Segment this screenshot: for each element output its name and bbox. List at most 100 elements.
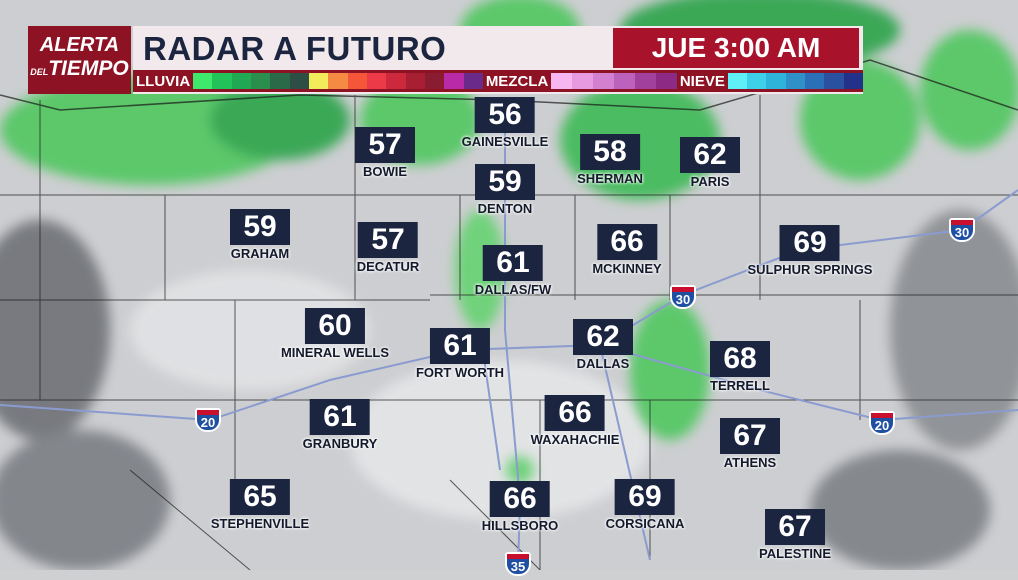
interstate-shield-icon: 20 bbox=[195, 408, 221, 432]
city-name: HILLSBORO bbox=[481, 518, 559, 533]
temperature-value: 61 bbox=[430, 328, 490, 364]
legend-swatch bbox=[289, 73, 310, 89]
temperature-value: 59 bbox=[230, 209, 290, 245]
title-bar: RADAR A FUTURO JUE 3:00 AM LLUVIA MEZCLA… bbox=[133, 26, 864, 94]
city-name: SHERMAN bbox=[577, 171, 643, 186]
legend-swatch bbox=[747, 73, 767, 89]
legend-swatch bbox=[805, 73, 825, 89]
city-marker: 59 GRAHAM bbox=[230, 209, 290, 261]
city-marker: 60 MINERAL WELLS bbox=[281, 308, 389, 360]
temperature-value: 69 bbox=[780, 225, 840, 261]
page-title: RADAR A FUTURO bbox=[143, 30, 447, 67]
city-name: PALESTINE bbox=[759, 546, 831, 561]
city-marker: 65 STEPHENVILLE bbox=[211, 479, 309, 531]
city-name: TERRELL bbox=[710, 378, 770, 393]
city-name: FORT WORTH bbox=[415, 365, 505, 380]
alerta-del-tiempo-logo: ALERTA DELTIEMPO bbox=[28, 26, 131, 94]
city-marker: 66 MCKINNEY bbox=[592, 224, 662, 276]
city-marker: 68 TERRELL bbox=[710, 341, 770, 393]
legend-swatch bbox=[635, 73, 656, 89]
temperature-value: 61 bbox=[482, 245, 543, 281]
temperature-value: 62 bbox=[573, 319, 633, 355]
city-marker: 61 GRANBURY bbox=[302, 399, 378, 451]
legend-rain-label: LLUVIA bbox=[136, 72, 191, 90]
city-name: DALLAS bbox=[576, 356, 630, 371]
city-marker: 66 WAXAHACHIE bbox=[530, 395, 620, 447]
interstate-shield-icon: 30 bbox=[670, 285, 696, 309]
city-name: DALLAS/FW bbox=[474, 282, 552, 297]
city-name: MINERAL WELLS bbox=[280, 345, 390, 360]
legend-swatch bbox=[766, 73, 786, 89]
city-name: ATHENS bbox=[723, 455, 777, 470]
temperature-value: 61 bbox=[309, 399, 370, 435]
city-marker: 56 GAINESVILLE bbox=[461, 97, 549, 149]
city-name: GRANBURY bbox=[302, 436, 378, 451]
city-name: BOWIE bbox=[362, 164, 408, 179]
legend-swatch bbox=[424, 73, 445, 89]
temperature-value: 66 bbox=[490, 481, 550, 517]
temperature-value: 69 bbox=[614, 479, 675, 515]
legend-swatch bbox=[444, 73, 464, 89]
city-name: STEPHENVILLE bbox=[210, 516, 310, 531]
legend-swatch bbox=[572, 73, 594, 89]
legend-swatch bbox=[231, 73, 252, 89]
logo-line2-small: DEL bbox=[30, 67, 49, 77]
legend-swatch bbox=[655, 73, 677, 89]
legend-swatch bbox=[347, 73, 367, 89]
city-name: MCKINNEY bbox=[592, 261, 662, 276]
legend-swatch bbox=[727, 73, 748, 89]
city-name: PARIS bbox=[690, 174, 730, 189]
interstate-shield-icon: 30 bbox=[949, 218, 975, 242]
snow-swatches bbox=[727, 73, 864, 89]
logo-line1: ALERTA bbox=[39, 34, 120, 56]
city-name: DECATUR bbox=[356, 259, 420, 274]
legend-swatch bbox=[309, 73, 329, 89]
header-banner: ALERTA DELTIEMPO RADAR A FUTURO JUE 3:00… bbox=[28, 26, 864, 94]
city-name: GRAHAM bbox=[230, 246, 290, 261]
mix-swatches bbox=[551, 73, 677, 89]
interstate-shield-icon: 20 bbox=[869, 411, 895, 435]
city-marker: 67 PALESTINE bbox=[759, 509, 831, 561]
city-marker: 62 PARIS bbox=[680, 137, 740, 189]
temperature-value: 67 bbox=[720, 418, 780, 454]
city-name: CORSICANA bbox=[605, 516, 685, 531]
city-name: WAXAHACHIE bbox=[530, 432, 620, 447]
city-marker: 69 CORSICANA bbox=[605, 479, 685, 531]
temperature-value: 66 bbox=[545, 395, 605, 431]
logo-line2: TIEMPO bbox=[48, 57, 129, 80]
legend-swatch bbox=[328, 73, 348, 89]
temperature-value: 67 bbox=[765, 509, 825, 545]
legend-swatch bbox=[193, 73, 213, 89]
city-marker: 61 DALLAS/FW bbox=[474, 245, 552, 297]
temperature-value: 68 bbox=[710, 341, 770, 377]
temperature-value: 57 bbox=[358, 222, 418, 258]
temperature-value: 58 bbox=[579, 134, 640, 170]
city-marker: 57 BOWIE bbox=[355, 127, 415, 179]
precip-legend: LLUVIA MEZCLA NIEVE bbox=[133, 70, 864, 92]
temperature-value: 62 bbox=[680, 137, 740, 173]
legend-swatch bbox=[270, 73, 290, 89]
city-name: DENTON bbox=[477, 201, 533, 216]
legend-swatch bbox=[212, 73, 232, 89]
legend-swatch bbox=[463, 73, 483, 89]
legend-swatch bbox=[251, 73, 271, 89]
legend-swatch bbox=[824, 73, 844, 89]
city-marker: 61 FORT WORTH bbox=[416, 328, 504, 380]
legend-swatch bbox=[405, 73, 425, 89]
legend-swatch bbox=[843, 73, 864, 89]
temperature-value: 66 bbox=[597, 224, 657, 260]
interstate-shield-icon: 35 bbox=[505, 552, 531, 576]
rain-swatches bbox=[193, 73, 483, 89]
city-marker: 62 DALLAS bbox=[573, 319, 633, 371]
city-marker: 66 HILLSBORO bbox=[481, 481, 559, 533]
city-name: GAINESVILLE bbox=[461, 134, 549, 149]
legend-swatch bbox=[366, 73, 387, 89]
temperature-value: 56 bbox=[475, 97, 535, 133]
city-name: SULPHUR SPRINGS bbox=[747, 262, 873, 277]
legend-swatch bbox=[551, 73, 573, 89]
legend-swatch bbox=[785, 73, 806, 89]
temperature-value: 65 bbox=[230, 479, 290, 515]
legend-swatch bbox=[593, 73, 615, 89]
city-marker: 58 SHERMAN bbox=[577, 134, 643, 186]
city-marker: 59 DENTON bbox=[475, 164, 535, 216]
